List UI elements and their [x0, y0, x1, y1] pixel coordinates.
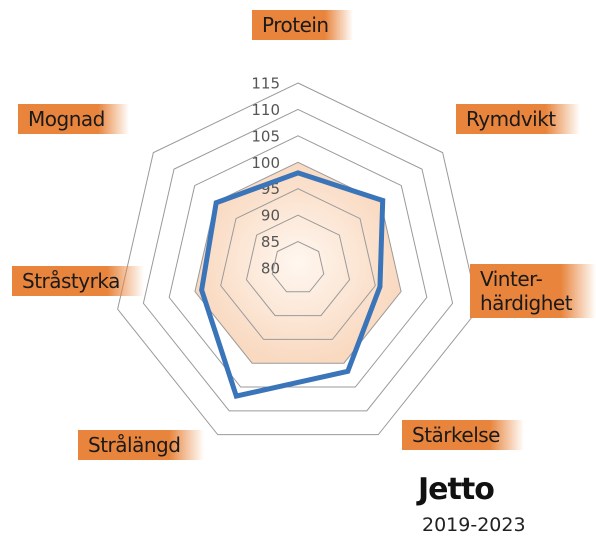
- category-label: Rymdvikt: [456, 104, 580, 134]
- category-label: Stråstyrka: [12, 266, 144, 296]
- grid-ring: [142, 108, 454, 412]
- y-tick-label: 100: [251, 154, 280, 172]
- grid-ring: [117, 82, 479, 436]
- grid-ring: [245, 214, 351, 317]
- grid-ring: [271, 241, 325, 293]
- y-tick-label: 105: [251, 127, 280, 145]
- reference-area: [194, 162, 402, 364]
- y-tick-label: 85: [261, 233, 280, 251]
- y-tick-label: 115: [251, 75, 280, 93]
- series-line: [199, 170, 386, 400]
- category-label: Mognad: [18, 104, 129, 134]
- chart-subtitle: 2019-2023: [422, 514, 526, 536]
- category-label: Protein: [252, 10, 353, 40]
- grid-ring: [220, 188, 376, 340]
- category-label: Vinter- härdighet: [470, 264, 596, 318]
- y-tick-label: 90: [261, 207, 280, 225]
- category-label: Strålängd: [78, 430, 205, 460]
- y-tick-label: 110: [251, 101, 280, 119]
- y-tick-label: 80: [261, 260, 280, 278]
- grid-ring: [168, 135, 428, 388]
- chart-title: Jetto: [418, 472, 495, 507]
- category-label: Stärkelse: [402, 420, 524, 450]
